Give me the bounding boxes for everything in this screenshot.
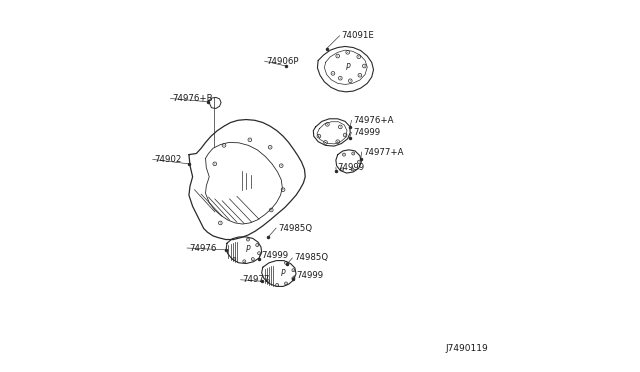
Text: 74976+B: 74976+B xyxy=(172,94,213,103)
Text: P: P xyxy=(246,246,250,254)
Circle shape xyxy=(268,281,269,282)
Circle shape xyxy=(358,161,359,162)
Circle shape xyxy=(285,262,287,263)
Text: 74906P: 74906P xyxy=(266,57,299,66)
Circle shape xyxy=(223,145,225,146)
Circle shape xyxy=(293,278,294,279)
Circle shape xyxy=(257,245,258,246)
Circle shape xyxy=(214,163,215,164)
Circle shape xyxy=(358,56,359,57)
Circle shape xyxy=(252,259,253,260)
Circle shape xyxy=(332,73,333,74)
Circle shape xyxy=(220,222,221,223)
Text: 74999: 74999 xyxy=(262,251,289,260)
Text: 74985Q: 74985Q xyxy=(294,253,328,263)
Circle shape xyxy=(350,80,351,81)
Circle shape xyxy=(285,283,287,284)
Text: 74977+A: 74977+A xyxy=(364,148,404,157)
Text: 74999: 74999 xyxy=(338,163,365,172)
Text: 74902: 74902 xyxy=(155,155,182,164)
Circle shape xyxy=(283,189,284,190)
Circle shape xyxy=(271,209,272,211)
Text: 74985Q: 74985Q xyxy=(278,224,312,232)
Text: 74999: 74999 xyxy=(353,128,380,137)
Text: P: P xyxy=(281,269,285,278)
Circle shape xyxy=(281,165,282,166)
Circle shape xyxy=(337,55,338,57)
Circle shape xyxy=(337,141,338,142)
Text: J7490119: J7490119 xyxy=(445,344,488,353)
Circle shape xyxy=(269,147,271,148)
Text: 74999: 74999 xyxy=(296,271,323,280)
Text: 74976: 74976 xyxy=(189,244,216,253)
Text: 74976+A: 74976+A xyxy=(353,116,394,125)
Circle shape xyxy=(364,65,365,67)
Text: 74977: 74977 xyxy=(243,275,270,284)
Circle shape xyxy=(325,142,326,143)
Text: P: P xyxy=(346,62,350,72)
Text: 74091E: 74091E xyxy=(341,31,374,40)
Circle shape xyxy=(352,169,353,170)
Circle shape xyxy=(327,124,328,125)
